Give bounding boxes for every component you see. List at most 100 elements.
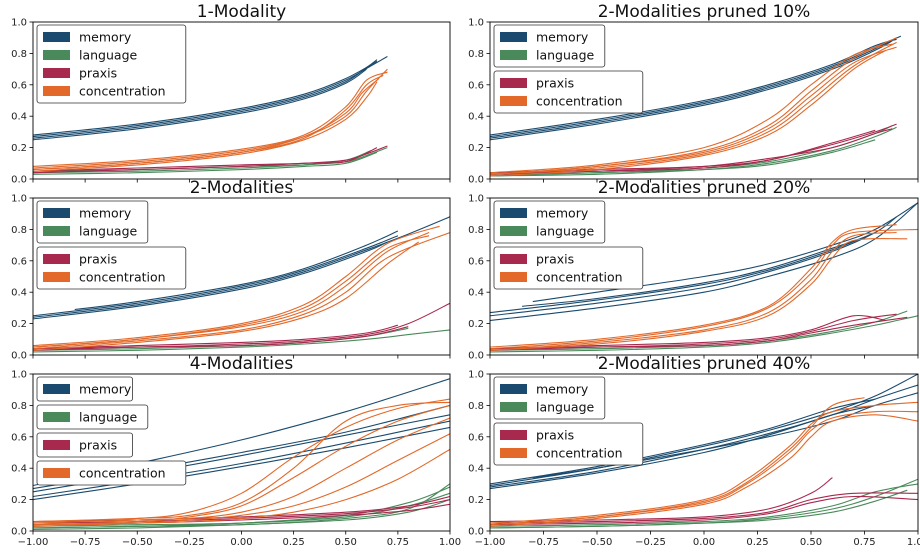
series-line-concentration (490, 49, 887, 177)
legend-swatch-concentration (43, 272, 70, 282)
series-line-praxis (490, 314, 886, 350)
series-line-memory (33, 235, 399, 317)
series-line-memory (33, 426, 450, 501)
panel-1: 1-Modality 0.0 0.2 0.4 0.6 0.8 1.0 memory langua… (11, 2, 451, 186)
legend-box: memory language (36, 200, 149, 244)
panel-title: 2-Modalities (190, 178, 294, 198)
legend-swatch-praxis (500, 430, 527, 440)
legend-box: praxis concentration (493, 70, 644, 114)
legend-frame (36, 246, 187, 290)
series-line-language (490, 489, 908, 529)
y-tick-label: 0.0 (468, 175, 484, 186)
y-tick-label: 0.8 (468, 401, 484, 412)
panel-title: 2-Modalities pruned 20% (598, 178, 811, 198)
legend-box: memory language (493, 376, 606, 420)
legend-box: praxis (36, 432, 133, 458)
legend-swatch-concentration (500, 448, 527, 458)
panel-title: 4-Modalities (190, 354, 294, 374)
y-tick-label: 0.8 (11, 225, 27, 236)
series-line-memory (33, 216, 450, 318)
y-tick-label: 0.0 (11, 175, 27, 186)
legend-box: praxis concentration (493, 422, 644, 466)
series-line-praxis (33, 495, 450, 523)
x-tick-label: −0.25 (635, 537, 666, 548)
legend-swatch-memory (43, 208, 70, 218)
series-line-concentration (490, 238, 908, 351)
series-line-concentration (490, 414, 918, 527)
legend-swatch-memory (500, 384, 527, 394)
x-tick-label: −1.00 (475, 537, 506, 548)
series-line-memory (33, 420, 450, 498)
series-line-concentration (33, 231, 450, 350)
y-tick-label: 0.4 (11, 112, 27, 123)
series-line-language (490, 483, 918, 527)
legend-label-memory: memory (79, 382, 132, 397)
y-tick-label: 0.0 (468, 351, 484, 362)
series-line-concentration (490, 224, 897, 348)
y-tick-label: 0.6 (11, 256, 27, 267)
legend-swatch-memory (500, 208, 527, 218)
legend-swatch-memory (43, 32, 70, 42)
panel-title: 1-Modality (197, 2, 286, 22)
series-line-praxis (490, 495, 918, 526)
series-line-memory (532, 202, 918, 303)
legend-swatch-language (500, 226, 527, 236)
legend-label-concentration: concentration (79, 270, 166, 285)
legend-swatch-praxis (500, 78, 527, 88)
y-tick-label: 0.2 (468, 495, 484, 506)
legend-box: concentration (36, 460, 187, 486)
legend-swatch-concentration (500, 272, 527, 282)
x-tick-label: 1.00 (907, 537, 920, 548)
panel-5: 4-Modalities 0.0 0.2 0.4 0.6 0.8 1.0 −1.00 −0.75… (11, 354, 461, 548)
panel-title: 2-Modalities pruned 40% (598, 354, 811, 374)
y-tick-label: 0.0 (11, 527, 27, 538)
legend-label-concentration: concentration (536, 270, 623, 285)
legend-swatch-praxis (43, 440, 70, 450)
legend-swatch-language (43, 412, 70, 422)
legend-label-praxis: praxis (79, 66, 117, 81)
legend-swatch-concentration (43, 468, 70, 478)
y-tick-label: 1.0 (468, 370, 484, 381)
series-line-memory (490, 40, 893, 141)
x-tick-label: 0.00 (693, 537, 715, 548)
series-line-memory (490, 202, 918, 322)
panel-3: 2-Modalities 0.0 0.2 0.4 0.6 0.8 1.0 memory lang… (11, 178, 451, 362)
legend-label-language: language (536, 400, 595, 415)
x-tick-label: 0.50 (800, 537, 822, 548)
series-line-praxis (490, 492, 918, 524)
y-tick-label: 0.8 (11, 401, 27, 412)
series-line-concentration (490, 397, 865, 526)
axes-frame (489, 373, 919, 532)
series-line-praxis (490, 316, 908, 351)
series-line-concentration (490, 231, 897, 351)
axes-frame (32, 197, 451, 356)
series-line-concentration (33, 225, 440, 347)
series-lines (490, 374, 918, 529)
legend-label-language: language (79, 224, 138, 239)
y-tick-label: 0.2 (11, 143, 27, 154)
series-line-language (33, 151, 378, 175)
legend-swatch-concentration (500, 96, 527, 106)
series-line-concentration (33, 235, 430, 348)
legend-label-language: language (536, 48, 595, 63)
legend-swatch-memory (43, 384, 70, 394)
y-tick-label: 0.6 (11, 432, 27, 443)
legend-label-memory: memory (79, 206, 132, 221)
legend-swatch-language (43, 50, 70, 60)
series-line-praxis (33, 147, 378, 174)
series-line-language (33, 486, 450, 529)
series-line-praxis (33, 324, 399, 350)
y-tick-label: 1.0 (11, 194, 27, 205)
legend-swatch-language (500, 50, 527, 60)
series-lines (33, 216, 450, 353)
legend-label-language: language (79, 48, 138, 63)
legend-frame (493, 422, 644, 466)
x-tick-label: 0.75 (387, 537, 409, 548)
legend-label-concentration: concentration (536, 446, 623, 461)
series-lines (490, 35, 902, 177)
legend-label-memory: memory (79, 30, 132, 45)
legend-box: memory language (493, 200, 606, 244)
legend-label-praxis: praxis (536, 428, 574, 443)
